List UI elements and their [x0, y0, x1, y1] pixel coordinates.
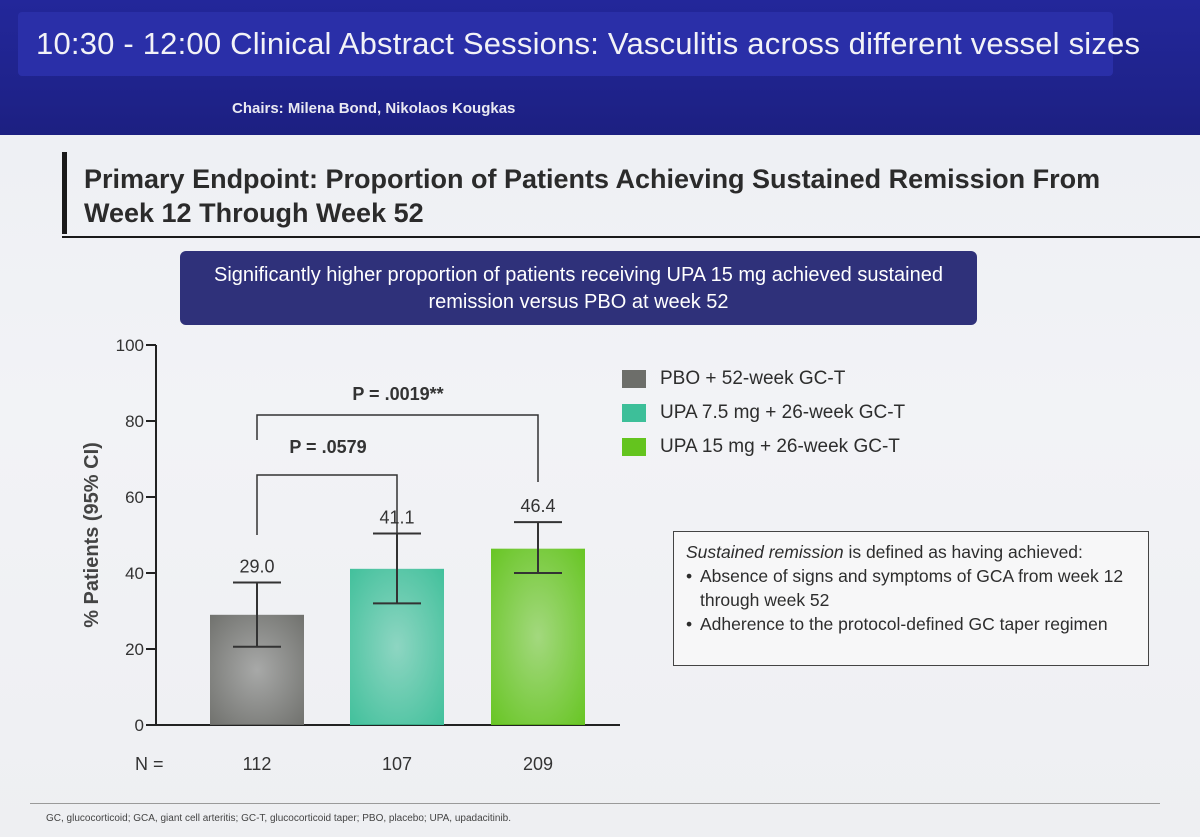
n-value-label: 107	[382, 754, 412, 774]
y-tick-label: 60	[125, 488, 144, 507]
legend-swatch-upa-15	[622, 438, 646, 456]
y-tick-label: 20	[125, 640, 144, 659]
legend-swatch-pbo	[622, 370, 646, 388]
session-chairs: Chairs: Milena Bond, Nikolaos Kougkas	[232, 100, 516, 117]
legend-label-upa-15: UPA 15 mg + 26-week GC-T	[660, 436, 900, 457]
bar	[491, 548, 585, 725]
legend-label-pbo: PBO + 52-week GC-T	[660, 368, 846, 389]
p-value-label: P = .0019**	[352, 384, 443, 404]
n-value-label: 209	[523, 754, 553, 774]
comparison-bracket	[256, 474, 398, 558]
legend-item-upa-7-5: UPA 7.5 mg + 26-week GC-T	[622, 396, 905, 430]
definition-term: Sustained remission	[686, 542, 844, 562]
session-header: 10:30 - 12:00 Clinical Abstract Sessions…	[0, 0, 1200, 140]
definition-bullet: Adherence to the protocol-defined GC tap…	[686, 612, 1136, 636]
n-value-label: 112	[243, 754, 272, 774]
y-axis-title: % Patients (95% CI)	[81, 442, 103, 628]
comparison-bracket	[256, 414, 539, 482]
legend-label-upa-7-5: UPA 7.5 mg + 26-week GC-T	[660, 402, 906, 423]
p-value-label: P = .0579	[289, 437, 366, 457]
chart-legend: PBO + 52-week GC-T UPA 7.5 mg + 26-week …	[622, 362, 905, 464]
footer-rule	[30, 803, 1160, 804]
session-title: 10:30 - 12:00 Clinical Abstract Sessions…	[36, 26, 1141, 61]
title-accent-bar	[62, 152, 67, 234]
session-title-band	[18, 12, 1113, 76]
slide-title: Primary Endpoint: Proportion of Patients…	[84, 164, 1101, 228]
y-tick-label: 40	[125, 564, 144, 583]
definition-list: Absence of signs and symptoms of GCA fro…	[686, 564, 1136, 636]
legend-item-pbo: PBO + 52-week GC-T	[622, 362, 905, 396]
legend-item-upa-15: UPA 15 mg + 26-week GC-T	[622, 430, 905, 464]
definition-box: Sustained remission is defined as having…	[673, 531, 1149, 666]
bar-value-label: 29.0	[239, 557, 274, 577]
n-label: N =	[135, 754, 164, 774]
key-finding-callout: Significantly higher proportion of patie…	[180, 251, 977, 325]
definition-bullet: Absence of signs and symptoms of GCA fro…	[686, 564, 1136, 612]
abbreviations-footnote: GC, glucocorticoid; GCA, giant cell arte…	[46, 813, 512, 824]
definition-lead: Sustained remission is defined as having…	[686, 540, 1136, 564]
title-rule	[62, 236, 1200, 238]
y-tick-label: 80	[125, 412, 144, 431]
y-tick-label: 100	[116, 336, 144, 355]
y-tick-label: 0	[135, 716, 144, 735]
bar-value-label: 46.4	[520, 496, 555, 516]
legend-swatch-upa-7-5	[622, 404, 646, 422]
definition-lead-rest: is defined as having achieved:	[843, 542, 1083, 562]
